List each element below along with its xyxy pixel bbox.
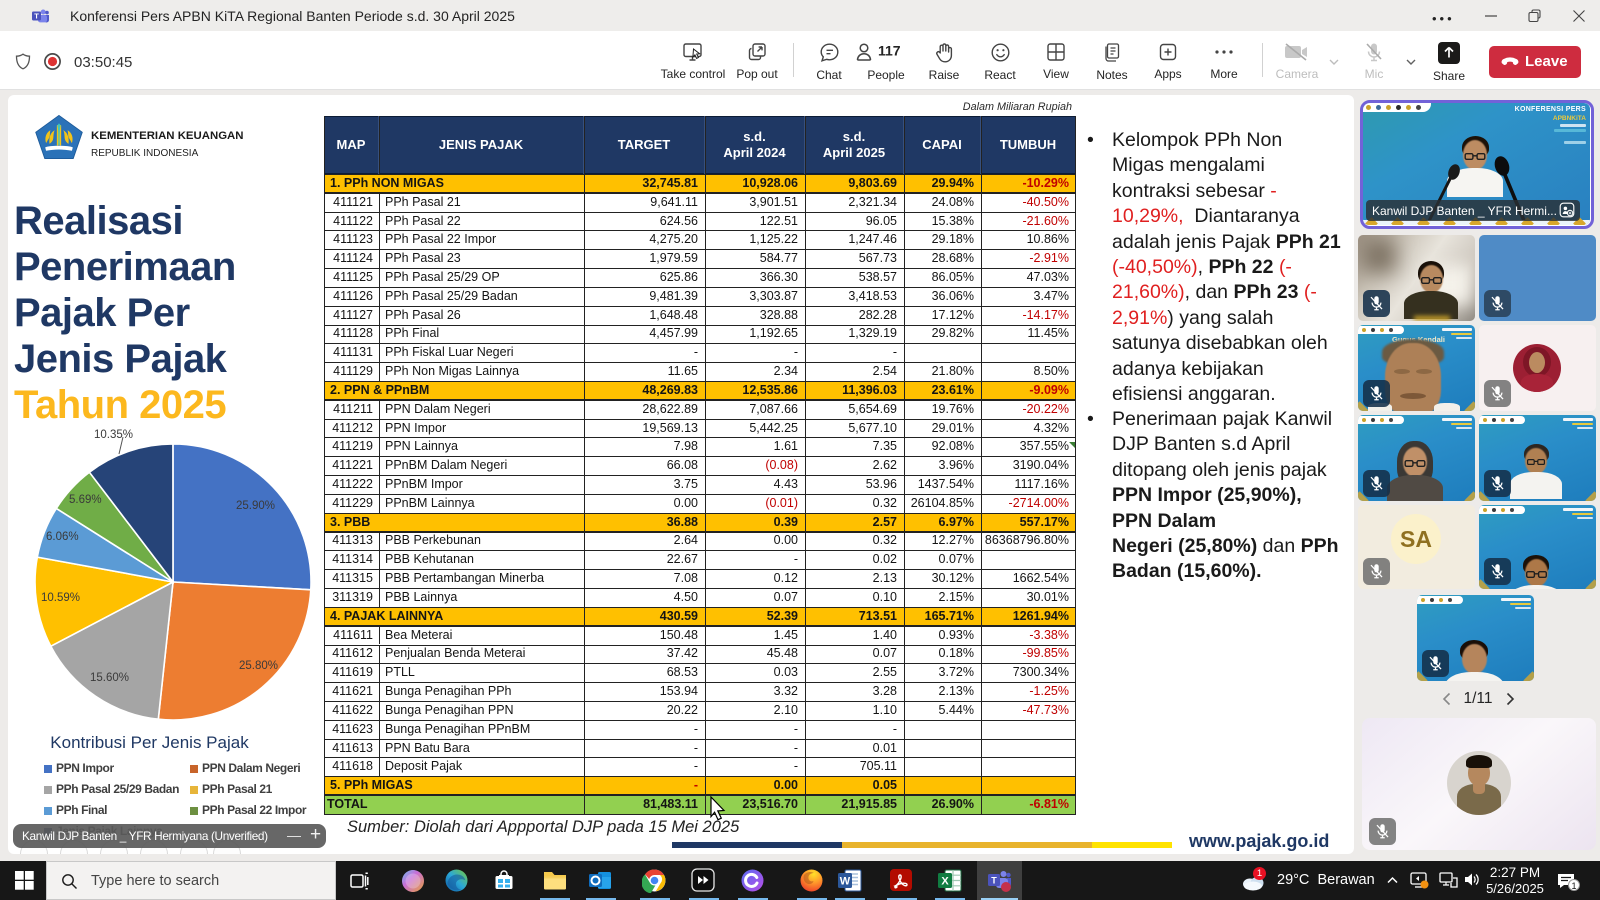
svg-text:117: 117 <box>878 43 901 59</box>
svg-text:T: T <box>34 12 39 21</box>
svg-text:W: W <box>840 876 851 888</box>
svg-text:X: X <box>941 876 949 888</box>
svg-text:T: T <box>991 876 997 886</box>
